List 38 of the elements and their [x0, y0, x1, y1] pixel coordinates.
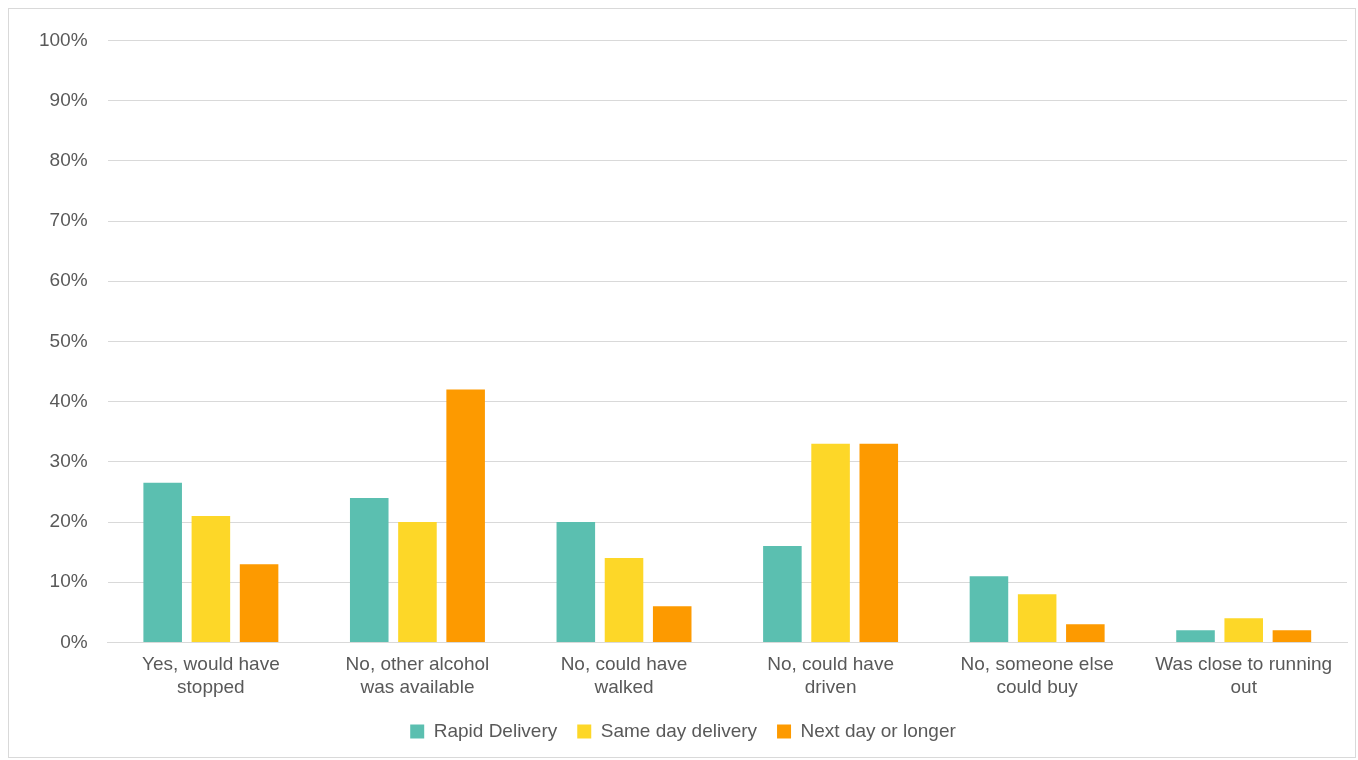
y-tick-label: 50%: [49, 329, 88, 351]
x-tick-label: No, could have driven: [767, 653, 894, 697]
y-tick-label: 100%: [38, 28, 88, 50]
y-tick-label: 0%: [60, 630, 88, 652]
bar: [652, 606, 692, 642]
y-tick-label: 80%: [49, 149, 88, 171]
y-tick-label: 20%: [49, 510, 88, 532]
bar: [1224, 618, 1263, 642]
bar: [1017, 594, 1057, 642]
bar: [191, 515, 231, 642]
bar: [143, 482, 182, 642]
y-tick-label: 60%: [49, 269, 88, 291]
legend-label: Same day delivery: [600, 719, 758, 741]
bar: [556, 522, 596, 642]
bar: [1066, 624, 1105, 642]
bar: [763, 546, 802, 642]
y-tick-label: 40%: [49, 389, 88, 411]
x-tick-label: No, someone else could buy: [960, 653, 1114, 697]
y-tick-label: 90%: [49, 88, 88, 110]
bar: [349, 497, 389, 642]
bar: [446, 389, 485, 642]
y-tick-label: 10%: [49, 570, 88, 592]
legend-label: Rapid Delivery: [433, 719, 558, 741]
x-tick-label: Was close to running out: [1155, 653, 1333, 697]
bar: [398, 522, 437, 642]
bar: [1176, 630, 1215, 642]
bar: [969, 576, 1009, 642]
x-tick-label: Yes, would have stopped: [142, 653, 280, 697]
y-tick-label: 30%: [49, 450, 88, 472]
y-tick-label: 70%: [49, 209, 88, 231]
legend-label: Next day or longer: [800, 719, 957, 741]
bar: [859, 443, 899, 642]
bar: [239, 564, 279, 642]
bar: [811, 443, 850, 642]
x-tick-label: No, other alcohol was available: [345, 653, 490, 697]
bar: [1272, 630, 1312, 642]
bar: [604, 558, 644, 642]
x-tick-label: No, could have walked: [560, 653, 688, 697]
